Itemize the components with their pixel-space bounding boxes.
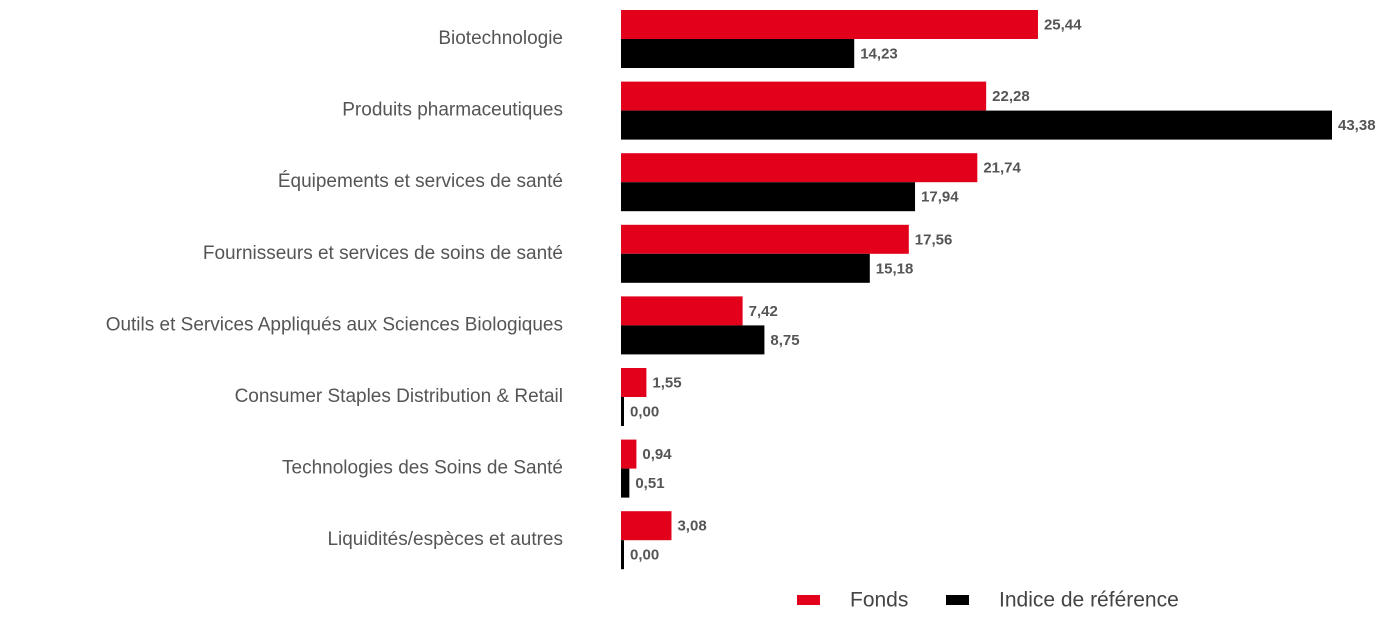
legend-label: Fonds: [850, 589, 908, 612]
value-label: 7,42: [749, 303, 778, 320]
category-label: Produits pharmaceutiques: [342, 100, 563, 121]
value-label: 14,23: [860, 45, 898, 62]
bar: [621, 468, 630, 498]
value-label: 25,44: [1044, 16, 1082, 33]
bar: [621, 81, 987, 111]
value-label: 0,94: [642, 446, 672, 463]
bar: [621, 110, 1332, 140]
category-label: Fournisseurs et services de soins de san…: [203, 243, 563, 264]
value-label: 15,18: [876, 260, 914, 277]
value-label: 0,00: [630, 547, 659, 564]
bar: [621, 182, 916, 212]
category-label: Technologies des Soins de Santé: [282, 458, 563, 479]
bar: [621, 39, 855, 68]
category-label: Liquidités/espèces et autres: [327, 529, 563, 550]
bar: [621, 397, 624, 426]
value-label: 0,51: [635, 475, 664, 492]
value-label: 21,74: [983, 160, 1021, 177]
value-label: 17,56: [915, 231, 953, 248]
bar: [621, 153, 978, 183]
bar: [621, 511, 672, 541]
category-label: Consumer Staples Distribution & Retail: [235, 386, 563, 407]
category-label: Outils et Services Appliqués aux Science…: [106, 314, 563, 335]
bar: [621, 296, 743, 326]
value-label: 17,94: [921, 189, 959, 206]
bar: [621, 325, 765, 355]
bar: [621, 224, 909, 254]
value-label: 22,28: [992, 88, 1030, 105]
bar: [621, 253, 870, 283]
value-label: 3,08: [677, 518, 706, 535]
value-label: 1,55: [652, 374, 681, 391]
legend-label: Indice de référence: [999, 589, 1179, 612]
legend-swatch: [946, 595, 969, 605]
bar: [621, 368, 647, 397]
value-label: 0,00: [630, 403, 659, 420]
bar: [621, 439, 637, 469]
value-label: 43,38: [1338, 117, 1376, 134]
legend-swatch: [797, 595, 820, 605]
category-label: Équipements et services de santé: [278, 171, 563, 192]
category-label: Biotechnologie: [438, 28, 563, 49]
bar: [621, 540, 624, 570]
bar: [621, 10, 1038, 39]
value-label: 8,75: [770, 332, 799, 349]
